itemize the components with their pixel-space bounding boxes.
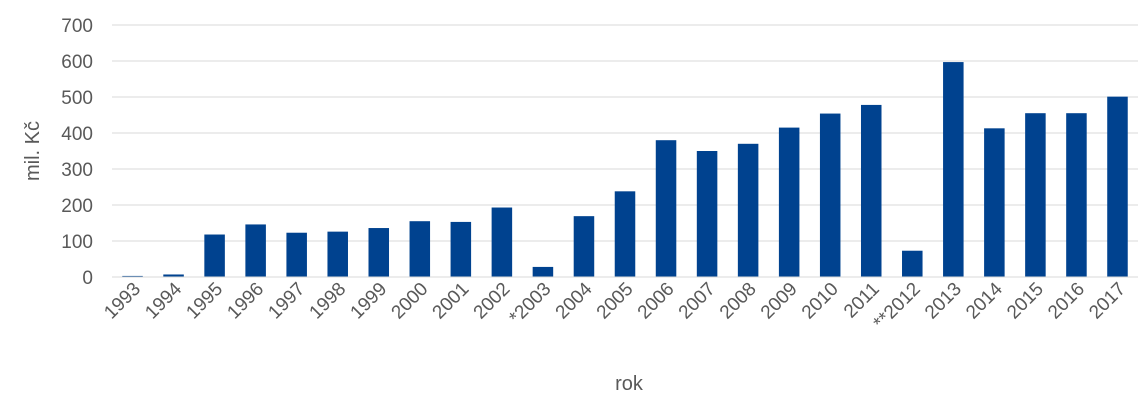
x-tick-label: 2006 — [634, 279, 679, 324]
y-tick-labels: 0 100 200 300 400 500 600 700 — [61, 16, 93, 289]
bar-2009 — [778, 127, 800, 277]
x-tick-label: 2000 — [388, 279, 433, 324]
y-axis-title: mil. Kč — [22, 121, 44, 181]
bar-2008 — [737, 143, 759, 277]
bar-starstar2012 — [902, 250, 923, 277]
y-tick-label: 300 — [61, 160, 93, 181]
bar-2001 — [450, 221, 472, 277]
x-tick-label: 2014 — [962, 278, 1007, 323]
x-tick-label: 1996 — [223, 279, 268, 324]
x-tick-label: 2013 — [921, 279, 966, 324]
x-tick-label: 2005 — [593, 279, 638, 324]
x-tick-label: 2009 — [757, 279, 802, 324]
x-tick-label: **2012 — [870, 279, 925, 334]
y-tick-label: 0 — [82, 268, 93, 289]
bar-2014 — [984, 128, 1005, 277]
bar-1997 — [286, 232, 307, 277]
x-tick-label: 1998 — [306, 279, 351, 324]
bar-2017 — [1107, 96, 1128, 277]
bar-1998 — [327, 231, 348, 277]
bar-2011 — [860, 104, 882, 277]
x-tick-label: 2015 — [1003, 279, 1048, 324]
y-tick-label: 100 — [61, 232, 93, 253]
gridlines — [112, 24, 1138, 242]
x-tick-label: 2010 — [798, 279, 843, 324]
bar-2002 — [491, 207, 513, 277]
x-tick-label: 2008 — [716, 279, 761, 324]
bar-2010 — [819, 113, 841, 277]
bar-1995 — [204, 234, 225, 277]
bar-1993 — [122, 275, 143, 277]
y-tick-label: 400 — [61, 124, 93, 145]
x-tick-label: 1999 — [347, 279, 392, 324]
x-tick-label: 1994 — [141, 278, 186, 323]
bar-2004 — [573, 216, 595, 277]
bar-star2003 — [532, 266, 554, 277]
y-tick-label: 700 — [61, 16, 93, 37]
bar-1999 — [368, 228, 390, 277]
x-tick-label: 1993 — [100, 279, 145, 324]
bar-2013 — [943, 62, 964, 277]
bars — [122, 62, 1128, 277]
x-tick-label: 2017 — [1085, 279, 1130, 324]
x-tick-label: 1997 — [264, 279, 309, 324]
x-axis-title: rok — [615, 373, 644, 395]
bar-2007 — [696, 151, 718, 277]
x-tick-label: 2001 — [429, 279, 474, 324]
bar-2016 — [1066, 113, 1087, 277]
bar-2005 — [614, 191, 636, 277]
bar-2000 — [409, 221, 431, 277]
x-tick-label: 2016 — [1044, 279, 1089, 324]
x-tick-label: 2004 — [552, 278, 597, 323]
y-tick-label: 500 — [61, 88, 93, 109]
y-tick-label: 200 — [61, 196, 93, 217]
x-tick-label: *2003 — [505, 279, 555, 329]
x-tick-labels: 1993199419951996199719981999200020012002… — [100, 278, 1130, 333]
x-tick-label: 2007 — [675, 279, 720, 324]
bar-1994 — [163, 274, 184, 277]
bar-2015 — [1025, 113, 1046, 277]
x-tick-label: 1995 — [182, 279, 227, 324]
y-tick-label: 600 — [61, 52, 93, 73]
bar-1996 — [245, 224, 266, 277]
bar-2006 — [655, 140, 677, 277]
